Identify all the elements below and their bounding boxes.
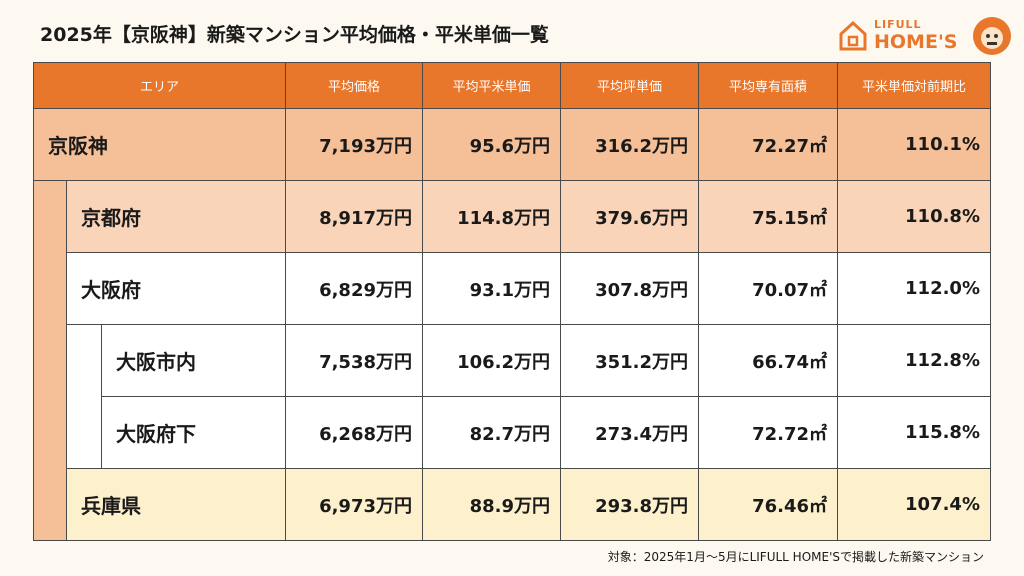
value-cell: 6,973万円 — [285, 468, 423, 541]
value-cell: 8,917万円 — [285, 180, 423, 253]
value-cell: 112.0% — [837, 252, 991, 325]
value-cell: 93.1万円 — [422, 252, 561, 325]
value-cell: 316.2万円 — [560, 108, 699, 181]
value-cell: 72.27㎡ — [698, 108, 838, 181]
value-cell: 88.9万円 — [422, 468, 561, 541]
value-cell: 110.8% — [837, 180, 991, 253]
value-cell: 7,538万円 — [285, 324, 423, 397]
area-cell: 大阪市内 — [101, 324, 286, 397]
value-cell: 293.8万円 — [560, 468, 699, 541]
logo-top: LIFULL — [874, 18, 922, 31]
area-cell: 兵庫県 — [66, 468, 286, 541]
logo-bottom: HOME'S — [874, 31, 958, 53]
footnote: 対象：2025年1月～5月にLIFULL HOME'Sで掲載した新築マンション — [607, 550, 984, 564]
value-cell: 66.74㎡ — [698, 324, 838, 397]
value-cell: 379.6万円 — [560, 180, 699, 253]
value-cell: 70.07㎡ — [698, 252, 838, 325]
value-cell: 7,193万円 — [285, 108, 423, 181]
column-header: 平均平米単価 — [422, 62, 561, 109]
area-cell: 京阪神 — [33, 108, 286, 181]
value-cell: 110.1% — [837, 108, 991, 181]
column-header: 平米単価対前期比 — [837, 62, 991, 109]
value-cell: 351.2万円 — [560, 324, 699, 397]
value-cell: 6,829万円 — [285, 252, 423, 325]
value-cell: 72.72㎡ — [698, 396, 838, 469]
column-header: 平均価格 — [285, 62, 423, 109]
column-header: 平均専有面積 — [698, 62, 838, 109]
value-cell: 307.8万円 — [560, 252, 699, 325]
column-header: エリア — [33, 62, 286, 109]
logo-mascot — [973, 17, 1011, 55]
value-cell: 6,268万円 — [285, 396, 423, 469]
value-cell: 82.7万円 — [422, 396, 561, 469]
value-cell: 114.8万円 — [422, 180, 561, 253]
area-cell: 大阪府下 — [101, 396, 286, 469]
indent-strip — [33, 180, 67, 541]
indent-strip — [66, 324, 102, 469]
value-cell: 76.46㎡ — [698, 468, 838, 541]
column-header: 平均坪単価 — [560, 62, 699, 109]
value-cell: 115.8% — [837, 396, 991, 469]
area-cell: 京都府 — [66, 180, 286, 253]
value-cell: 106.2万円 — [422, 324, 561, 397]
value-cell: 273.4万円 — [560, 396, 699, 469]
value-cell: 107.4% — [837, 468, 991, 541]
value-cell: 95.6万円 — [422, 108, 561, 181]
area-cell: 大阪府 — [66, 252, 286, 325]
logo: LIFULL HOME'S — [838, 14, 1018, 58]
value-cell: 75.15㎡ — [698, 180, 838, 253]
page-title: 2025年【京阪神】新築マンション平均価格・平米単価一覧 — [40, 24, 549, 46]
logo-icon — [839, 20, 867, 51]
value-cell: 112.8% — [837, 324, 991, 397]
